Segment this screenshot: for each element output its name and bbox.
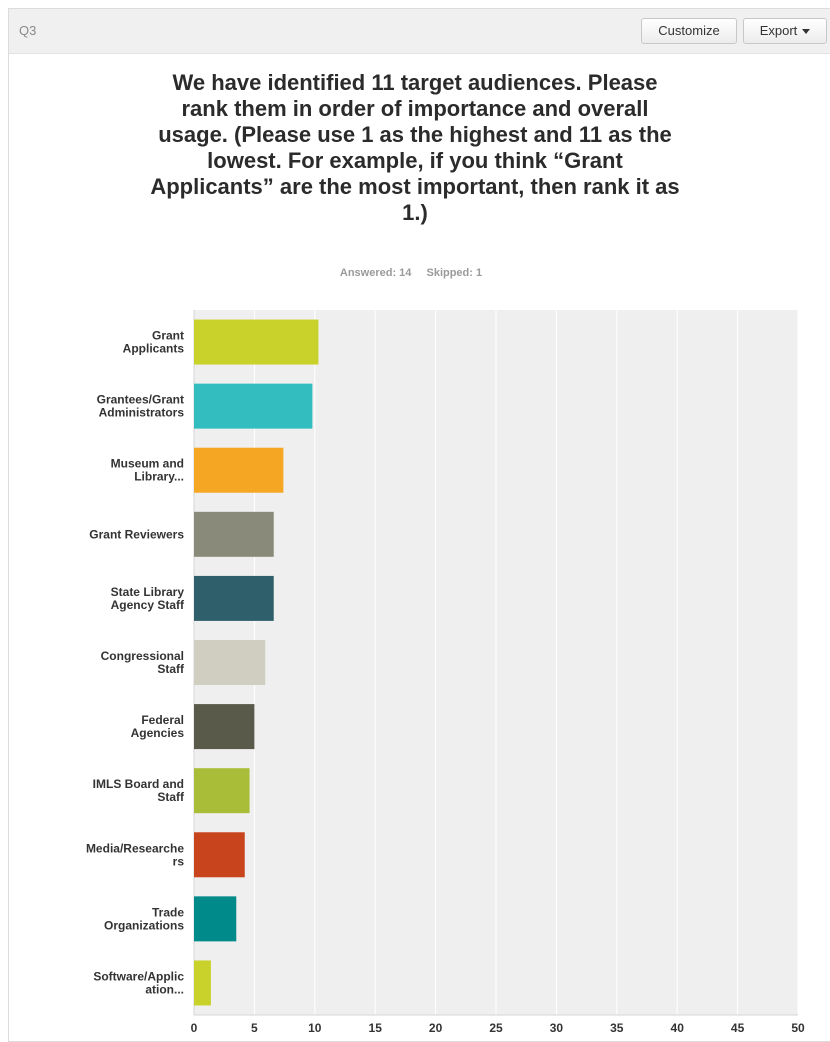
chevron-down-icon [802,29,811,35]
question-number: Q3 [19,23,37,38]
x-tick-label: 50 [791,1021,805,1035]
category-label: Grantees/Grant [97,393,184,407]
category-label: Media/Researche [86,841,184,855]
category-label: Library... [134,470,184,484]
category-label: Administrators [99,406,185,420]
category-label: Congressional [101,649,184,663]
question-header: Q3 Customize Export [9,9,830,54]
category-label: Organizations [104,918,184,932]
answered-count: Answered: 14 [339,267,412,279]
bar [194,447,284,493]
category-label: Applicants [123,342,185,356]
category-label: Software/Applic [93,969,184,983]
customize-button[interactable]: Customize [641,18,737,44]
bar [194,383,313,429]
x-tick-label: 30 [550,1021,564,1035]
category-label: Grant [152,329,184,343]
x-tick-label: 0 [191,1021,198,1035]
category-label: ation... [145,982,184,996]
x-tick-label: 25 [489,1021,503,1035]
bar [194,575,274,621]
bar [194,832,245,878]
customize-label: Customize [658,23,720,38]
x-tick-label: 15 [369,1021,383,1035]
category-label: Agency Staff [111,598,185,612]
export-button[interactable]: Export [743,18,827,44]
bar [194,960,211,1006]
bar [194,640,266,685]
bar [194,768,250,814]
bar [194,319,319,365]
x-tick-label: 5 [251,1021,258,1035]
category-label: Staff [157,662,185,676]
category-label: Staff [157,790,185,804]
x-tick-label: 45 [731,1021,745,1035]
question-title: We have identified 11 target audiences. … [150,70,680,225]
category-label: Agencies [131,726,185,740]
bar [194,704,255,750]
category-label: IMLS Board and [93,777,184,791]
category-label: Museum and [111,457,184,471]
category-label: Federal [141,713,184,727]
export-label: Export [759,23,798,38]
x-tick-label: 40 [671,1021,685,1035]
x-tick-label: 10 [308,1021,322,1035]
x-tick-label: 20 [429,1021,443,1035]
x-tick-label: 35 [610,1021,624,1035]
bar [194,896,237,942]
category-label: Grant Reviewers [89,527,184,541]
bar [194,511,274,557]
category-label: rs [173,854,185,868]
category-label: Trade [152,905,184,919]
response-stats: Answered: 14 Skipped: 1 [0,267,822,279]
category-label: State Library [111,585,185,599]
skipped-count: Skipped: 1 [426,267,483,279]
